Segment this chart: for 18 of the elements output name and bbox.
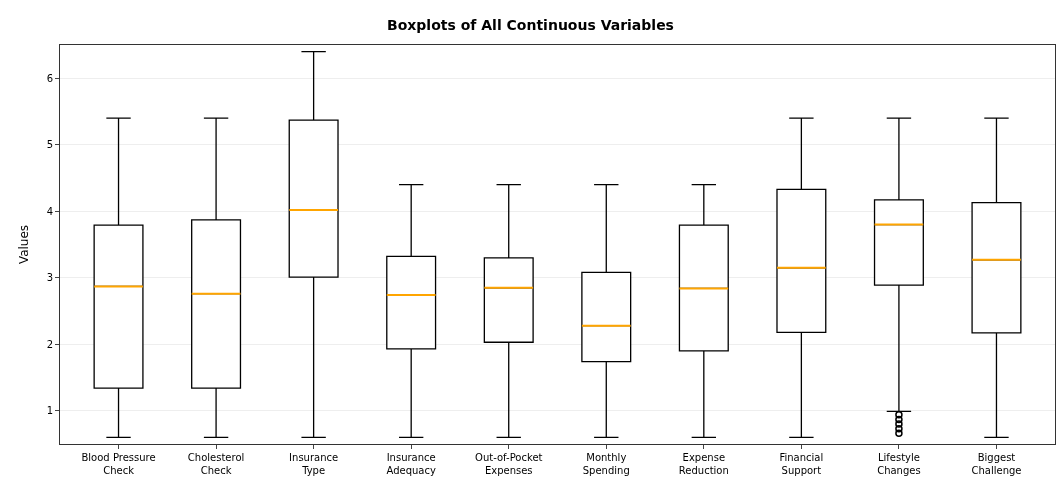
y-tick-label: 6 [46, 72, 53, 84]
x-tick-label: Expense Reduction [678, 452, 729, 476]
x-tick-label: Monthly Spending [582, 452, 630, 476]
x-tick-label: Financial Support [779, 452, 824, 476]
x-tick-label: Blood Pressure Check [81, 452, 156, 476]
chart-title: Boxplots of All Continuous Variables [387, 16, 674, 33]
y-axis-title: Values [16, 224, 31, 265]
y-tick-label: 5 [46, 139, 53, 151]
x-tick-label: Biggest Challenge [971, 452, 1022, 476]
x-tick-label: Insurance Type [289, 452, 339, 476]
x-tick-label: Lifestyle Changes [877, 452, 921, 476]
x-tick-label: Insurance Adequacy [386, 452, 436, 476]
y-tick-label: 2 [46, 338, 53, 350]
x-tick-label: Cholesterol Check [187, 452, 245, 476]
y-tick-label: 1 [46, 405, 53, 417]
y-tick-label: 4 [46, 205, 53, 217]
y-tick-label: 3 [46, 272, 53, 284]
x-tick-label: Out-of-Pocket Expenses [475, 452, 543, 476]
